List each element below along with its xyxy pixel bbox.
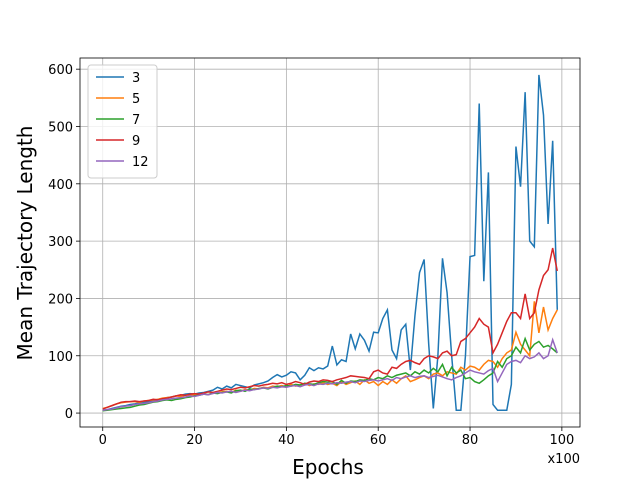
y-tick-label: 200 <box>48 292 73 307</box>
legend-label: 12 <box>132 155 149 170</box>
y-tick-label: 400 <box>48 178 73 193</box>
y-tick-label: 0 <box>65 407 73 422</box>
legend: 3 5 7 9 12 <box>87 64 158 179</box>
x-tick-label: 80 <box>462 433 479 448</box>
x-tick-label: 60 <box>370 433 387 448</box>
data-line <box>102 337 558 411</box>
y-tick-label: 500 <box>48 120 73 135</box>
axes-frame <box>79 57 581 428</box>
data-line <box>102 336 558 412</box>
x-tick-label: 40 <box>278 433 295 448</box>
legend-label: 9 <box>132 134 140 149</box>
legend-label: 7 <box>132 113 140 128</box>
x-tick-label: 20 <box>186 433 203 448</box>
y-tick-label: 100 <box>48 350 73 365</box>
legend-label: 5 <box>132 92 140 107</box>
data-line <box>102 247 559 410</box>
x-offset-label: x100 <box>547 452 580 467</box>
x-tick-label: 0 <box>99 433 107 448</box>
legend-label: 3 <box>132 71 140 86</box>
y-tick-label: 300 <box>48 235 73 250</box>
y-axis-label: Mean Trajectory Length <box>13 126 37 361</box>
y-tick-label: 600 <box>48 63 73 78</box>
x-axis-label: Epochs <box>292 455 364 479</box>
legend-box <box>87 64 158 179</box>
x-tick-label: 100 <box>549 433 574 448</box>
